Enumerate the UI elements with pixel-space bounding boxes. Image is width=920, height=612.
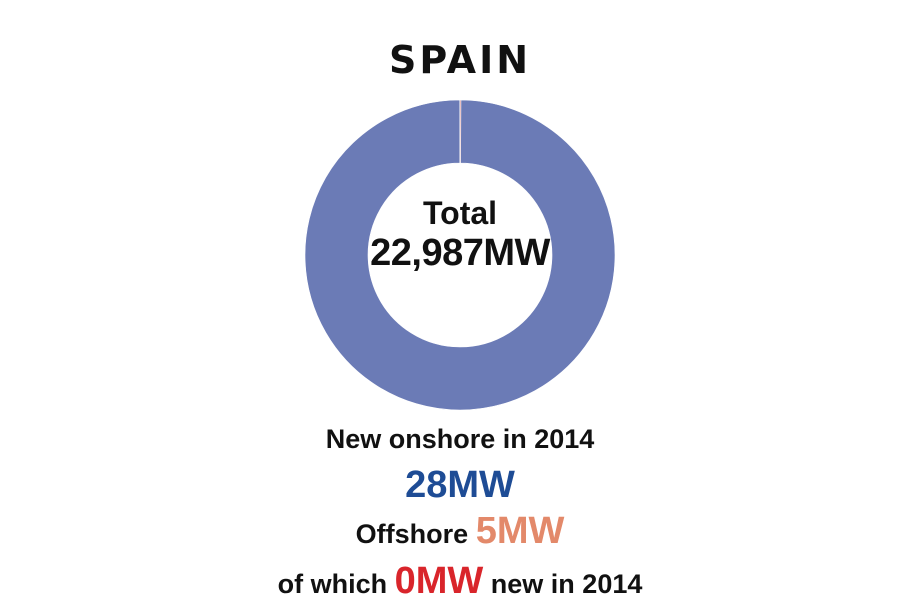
offshore-label: Offshore xyxy=(355,519,469,549)
new-onshore-value: 28MW xyxy=(405,464,515,506)
slice-onshore xyxy=(304,99,616,411)
new-offshore-value: 0MW xyxy=(394,560,484,602)
chart-title: SPAIN xyxy=(388,38,532,82)
of-which-prefix: of which xyxy=(277,569,388,599)
new-onshore-label: New onshore in 2014 xyxy=(325,424,595,454)
offshore-line: Offshore 5MW xyxy=(0,510,920,553)
new-offshore-line: of which 0MW new in 2014 xyxy=(0,560,920,603)
center-value: 22,987MW xyxy=(370,232,550,274)
offshore-value: 5MW xyxy=(475,510,565,552)
of-which-suffix: new in 2014 xyxy=(490,569,643,599)
center-label: Total xyxy=(422,195,498,231)
slice-offshore xyxy=(459,99,462,164)
